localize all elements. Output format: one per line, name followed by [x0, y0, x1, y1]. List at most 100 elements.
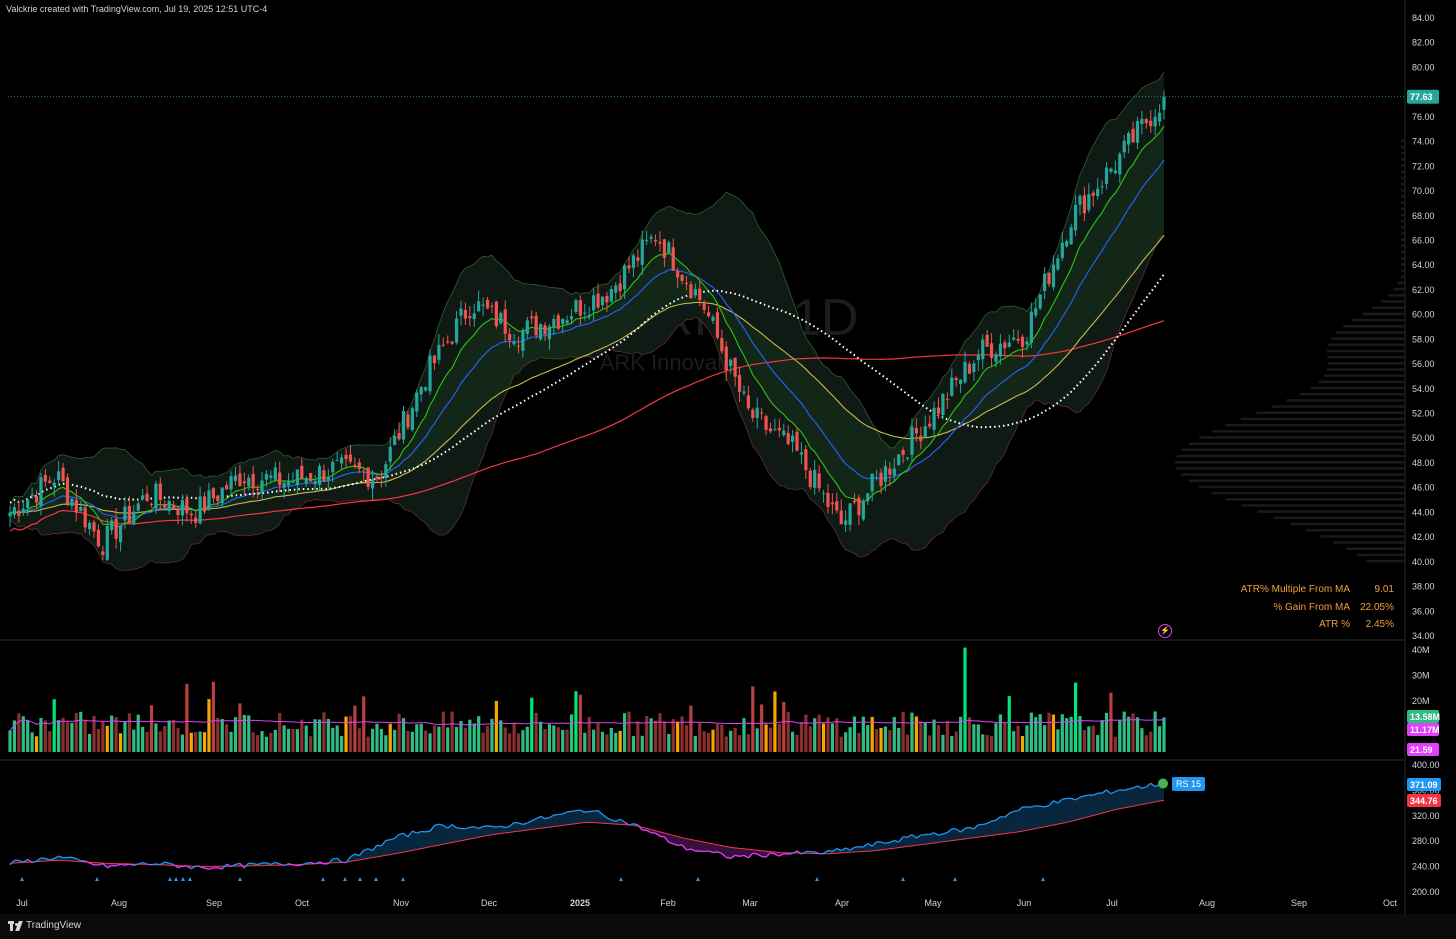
candle-body — [202, 496, 207, 512]
candle-body — [494, 301, 498, 327]
candle-body — [592, 295, 596, 311]
volume-bar — [313, 719, 317, 752]
candle-body — [941, 393, 945, 416]
candle-body — [74, 500, 78, 513]
volume-bar — [472, 723, 476, 752]
rs-fill — [713, 843, 718, 853]
volume-bar — [1016, 725, 1020, 752]
rs-fill — [1137, 785, 1142, 806]
bollinger-lower — [9, 234, 1165, 571]
rs-fill — [368, 848, 373, 859]
tradingview-brand: TradingView — [26, 920, 82, 931]
volume-bar — [821, 723, 826, 752]
rs-marker — [20, 877, 24, 881]
candle-body — [48, 480, 52, 483]
rs-line-segment — [739, 854, 745, 858]
rs-axis-tick: 320.00 — [1412, 811, 1440, 821]
candle-body — [954, 377, 958, 381]
lightning-icon[interactable]: ⚡ — [1158, 624, 1172, 638]
volume-profile-bar — [1393, 287, 1405, 291]
volume-bar — [454, 726, 459, 752]
rs-fill — [1018, 806, 1023, 832]
ema-ribbon-fill — [10, 126, 1164, 527]
rs-line-segment — [279, 863, 285, 867]
rs-line-segment — [155, 863, 161, 866]
rs-line-segment — [929, 832, 935, 835]
volume-bar — [70, 722, 74, 752]
price-axis-tick: 80.00 — [1412, 62, 1435, 72]
candle-body — [839, 510, 843, 525]
rs-value-label-bg — [1407, 778, 1441, 791]
candle-body — [1157, 112, 1162, 122]
rs-line-segment — [911, 834, 917, 839]
rs-line-segment — [717, 851, 723, 855]
volume-profile-bar — [1352, 318, 1405, 322]
rs-line-segment — [1000, 816, 1005, 818]
volume-profile-bar — [1401, 263, 1405, 266]
rs-fill — [1110, 791, 1116, 811]
price-axis-tick: 66.00 — [1412, 235, 1435, 245]
candle-body — [256, 488, 260, 490]
candle-body — [662, 239, 666, 258]
price-axis-tick: 50.00 — [1412, 433, 1435, 443]
rs-fill — [991, 820, 996, 836]
volume-bar — [145, 731, 149, 752]
rs-fill — [677, 836, 683, 846]
volume-bar — [180, 734, 185, 752]
volume-bar — [693, 735, 697, 752]
candle-body — [1025, 341, 1029, 345]
rs-line-segment — [690, 848, 696, 852]
candle-body — [556, 315, 560, 329]
candle-body — [300, 465, 304, 479]
rs-line-segment — [283, 863, 289, 867]
candle-body — [331, 461, 335, 473]
volume-bar — [653, 720, 658, 752]
rs-fill — [540, 816, 545, 829]
rs-marker — [321, 877, 325, 881]
rs-line-segment — [49, 857, 55, 861]
candle-body — [149, 503, 154, 505]
volume-bar — [198, 731, 202, 752]
candle-body — [733, 357, 737, 377]
rs-fill — [412, 831, 417, 851]
rs-line-segment — [1009, 810, 1014, 814]
volume-bar — [322, 712, 326, 752]
volume-bar — [401, 718, 406, 752]
volume-bar — [844, 732, 848, 752]
price-axis-tick: 44.00 — [1412, 507, 1435, 517]
rs-line-segment — [849, 846, 855, 851]
price-axis-tick: 46.00 — [1412, 483, 1435, 493]
volume-bar — [242, 714, 246, 752]
rs-line-segment — [823, 849, 829, 855]
rs-fill — [447, 824, 453, 844]
candle-body — [180, 500, 185, 516]
candle-body — [8, 512, 12, 517]
rs-fill — [1071, 798, 1076, 822]
candle-body — [1131, 128, 1135, 143]
candle-body — [799, 452, 804, 455]
rs-marker — [374, 877, 378, 881]
volume-bar — [1135, 717, 1140, 752]
volume-bar — [87, 733, 92, 752]
volume-profile-bar — [1326, 368, 1405, 371]
rs-fill — [1053, 800, 1058, 826]
rs-fill — [469, 826, 475, 839]
candle-body — [348, 454, 353, 462]
volume-bar — [910, 712, 914, 752]
rs-line-segment — [1075, 796, 1081, 801]
volume-bar — [344, 716, 348, 752]
volume-bar — [998, 714, 1003, 752]
rs-marker — [174, 877, 178, 881]
rs-fill — [376, 845, 382, 857]
candle-body — [52, 482, 56, 487]
rs-line-segment — [168, 862, 174, 866]
volume-bar — [379, 728, 384, 752]
volume-profile-bar — [1211, 430, 1405, 433]
candle-body — [317, 466, 322, 485]
volume-bar — [892, 716, 896, 752]
volume-bar — [499, 720, 503, 752]
volume-bar — [74, 712, 78, 752]
rs-line-segment — [221, 863, 228, 870]
tradingview-logo[interactable]: TradingView — [8, 920, 81, 931]
